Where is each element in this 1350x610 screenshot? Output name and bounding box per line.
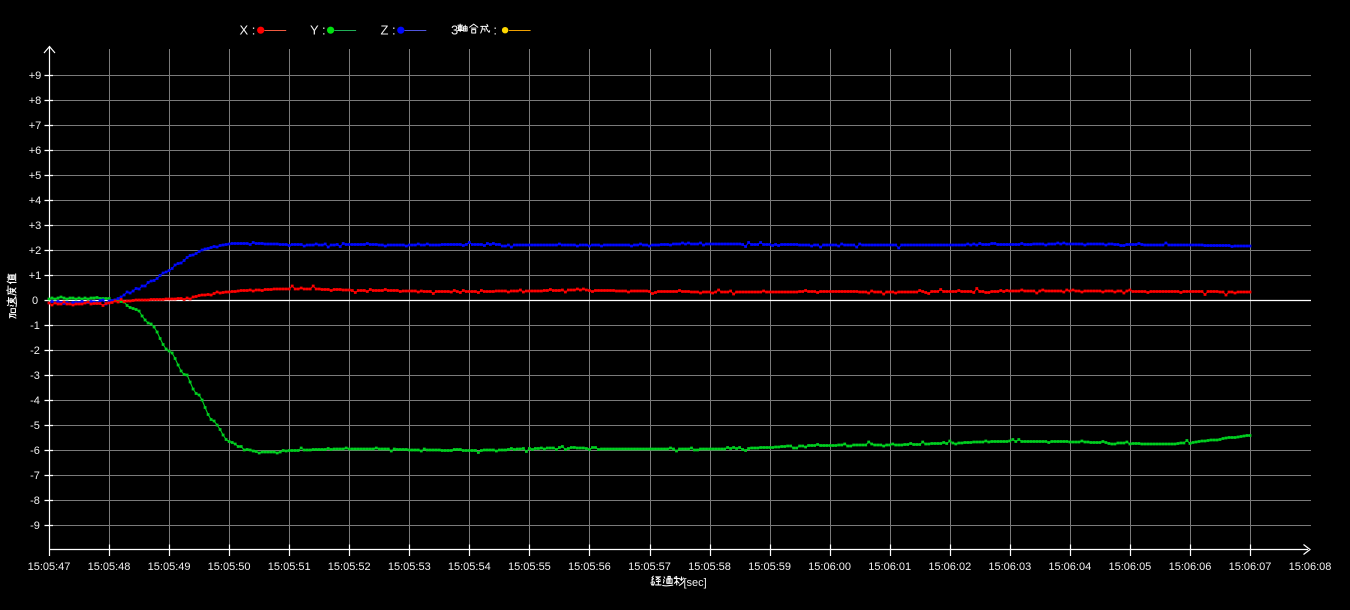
svg-text:-9: -9 (30, 520, 40, 532)
svg-text:15:05:53: 15:05:53 (388, 561, 431, 573)
svg-text:15:05:52: 15:05:52 (328, 561, 371, 573)
svg-text:15:05:55: 15:05:55 (508, 561, 551, 573)
svg-text:0: 0 (32, 295, 38, 307)
svg-text:15:06:01: 15:06:01 (868, 561, 911, 573)
svg-text:15:06:02: 15:06:02 (928, 561, 971, 573)
svg-text:3: 3 (451, 22, 458, 37)
svg-text:15:05:57: 15:05:57 (628, 561, 671, 573)
svg-text:-5: -5 (30, 420, 40, 432)
svg-text:-8: -8 (30, 495, 40, 507)
svg-text:-7: -7 (30, 470, 40, 482)
svg-text:15:05:47: 15:05:47 (28, 561, 71, 573)
svg-text:-2: -2 (30, 345, 40, 357)
svg-text:15:06:07: 15:06:07 (1229, 561, 1272, 573)
svg-text:15:05:56: 15:05:56 (568, 561, 611, 573)
svg-text:+8: +8 (29, 95, 42, 107)
svg-text:+5: +5 (29, 170, 42, 182)
svg-text:-4: -4 (30, 395, 40, 407)
svg-text:15:06:05: 15:06:05 (1108, 561, 1151, 573)
svg-text:15:06:08: 15:06:08 (1289, 561, 1332, 573)
svg-text:15:05:51: 15:05:51 (268, 561, 311, 573)
svg-text:15:06:00: 15:06:00 (808, 561, 851, 573)
svg-text:15:05:48: 15:05:48 (88, 561, 131, 573)
svg-text:15:06:03: 15:06:03 (988, 561, 1031, 573)
svg-text:15:05:54: 15:05:54 (448, 561, 491, 573)
svg-text:15:06:06: 15:06:06 (1169, 561, 1212, 573)
svg-text::: : (493, 22, 497, 37)
svg-text:+4: +4 (29, 195, 42, 207)
svg-text:+7: +7 (29, 120, 42, 132)
svg-text:15:06:04: 15:06:04 (1048, 561, 1091, 573)
svg-text:+1: +1 (29, 270, 42, 282)
svg-text:15:05:59: 15:05:59 (748, 561, 791, 573)
svg-text:X :: X : (240, 22, 256, 37)
svg-text:15:05:58: 15:05:58 (688, 561, 731, 573)
svg-text:+6: +6 (29, 145, 42, 157)
svg-text:15:05:50: 15:05:50 (208, 561, 251, 573)
svg-text:+3: +3 (29, 220, 42, 232)
svg-text:15:05:49: 15:05:49 (148, 561, 191, 573)
svg-text:[sec]: [sec] (684, 577, 707, 589)
svg-text:Z :: Z : (381, 22, 396, 37)
svg-text:+2: +2 (29, 245, 42, 257)
svg-text:Y :: Y : (310, 22, 326, 37)
svg-text:-6: -6 (30, 445, 40, 457)
svg-text:-1: -1 (30, 320, 40, 332)
svg-text:+9: +9 (29, 70, 42, 82)
svg-text:-3: -3 (30, 370, 40, 382)
